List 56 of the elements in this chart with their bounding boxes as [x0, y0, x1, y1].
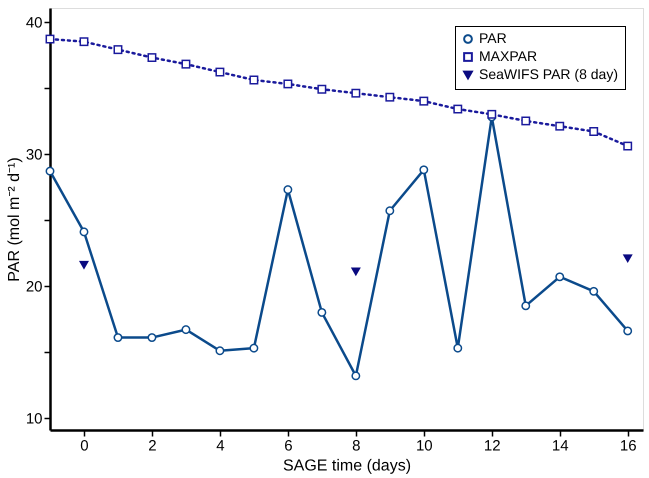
- point: [317, 84, 326, 94]
- legend-label: MAXPAR: [479, 48, 538, 64]
- point: [453, 104, 462, 114]
- point: [419, 165, 428, 174]
- legend-label: PAR: [479, 30, 507, 46]
- y-tick-label: 10: [26, 410, 42, 428]
- point: [249, 344, 258, 353]
- point: [80, 260, 88, 269]
- point: [351, 88, 360, 98]
- point: [385, 206, 394, 216]
- point: [249, 76, 258, 84]
- point: [419, 96, 428, 106]
- point: [589, 286, 598, 296]
- point: [283, 79, 292, 88]
- point: [80, 37, 88, 46]
- point: [114, 45, 122, 54]
- y-tick-label: 20: [26, 278, 42, 296]
- y-axis-title: PAR (mol m⁻² d⁻¹): [6, 157, 23, 282]
- point: [521, 301, 530, 310]
- point: [555, 122, 564, 131]
- x-tick-label: 8: [352, 438, 361, 454]
- point: [215, 346, 224, 356]
- point: [147, 53, 156, 62]
- point: [80, 227, 88, 236]
- point: [453, 344, 462, 353]
- point: [215, 68, 224, 77]
- point: [46, 166, 54, 176]
- point: [283, 185, 292, 194]
- point: [181, 60, 190, 69]
- x-tick-label: 4: [216, 438, 225, 454]
- point: [487, 110, 496, 119]
- point: [623, 326, 632, 336]
- y-tick-label: 40: [26, 14, 42, 32]
- x-tick-label: 14: [552, 438, 569, 454]
- point: [555, 272, 564, 282]
- x-tick-label: 12: [484, 438, 501, 454]
- point: [623, 142, 632, 150]
- legend-label: SeaWIFS PAR (8 day): [479, 66, 618, 82]
- point: [317, 308, 326, 317]
- point: [114, 333, 122, 342]
- y-tick-label: 30: [26, 146, 42, 164]
- point: [351, 268, 360, 276]
- point: [181, 325, 190, 334]
- point: [623, 254, 632, 262]
- x-tick-label: 16: [620, 438, 637, 454]
- x-tick-label: 2: [148, 438, 157, 454]
- x-tick-label: 6: [284, 438, 293, 454]
- x-tick-label: 0: [80, 438, 89, 454]
- point: [385, 92, 394, 102]
- point: [521, 116, 530, 126]
- x-tick-label: 10: [416, 438, 433, 454]
- point: [147, 333, 156, 342]
- point: [351, 371, 360, 380]
- x-axis-title: SAGE time (days): [282, 458, 412, 474]
- point: [589, 127, 598, 136]
- point: [46, 34, 54, 44]
